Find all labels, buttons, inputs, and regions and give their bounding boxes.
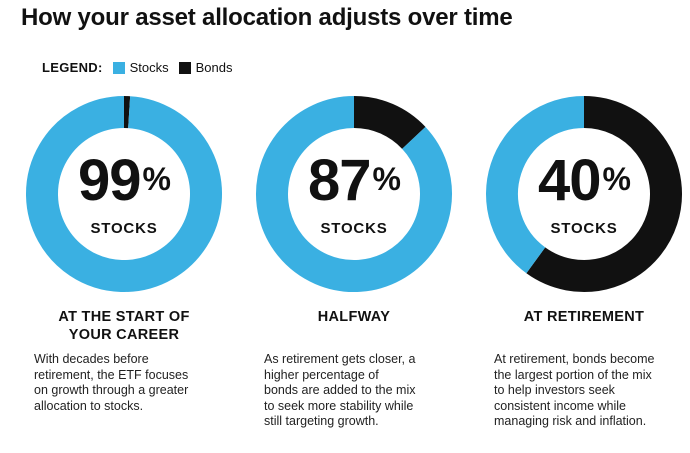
description-line: At retirement, bonds become	[494, 352, 655, 366]
panel-description: As retirement gets closer, a higher perc…	[264, 352, 460, 430]
percent-value: 87%	[254, 152, 454, 210]
panel-heading: AT THE START OF YOUR CAREER	[24, 308, 224, 344]
description-line: managing risk and inflation.	[494, 414, 647, 428]
description-line: allocation to stocks.	[34, 398, 144, 413]
legend-item-label: Bonds	[195, 60, 233, 75]
legend-swatch-stocks	[112, 61, 125, 74]
legend-swatch-bonds	[178, 61, 191, 74]
percent-number: 87	[308, 148, 372, 213]
legend: LEGEND: Stocks Bonds	[42, 60, 243, 75]
description-line: As retirement gets closer, a	[264, 352, 416, 366]
panel-description: At retirement, bonds become the largest …	[494, 352, 690, 430]
panel-heading: HALFWAY	[254, 308, 454, 326]
description-line: retirement, the ETF focuses	[34, 367, 189, 382]
percent-value: 99%	[24, 152, 224, 210]
description-line: on growth through a greater	[34, 383, 189, 397]
description-line: the largest portion of the mix	[494, 367, 652, 382]
stocks-label: STOCKS	[90, 220, 158, 237]
description-line: bonds are added to the mix	[264, 383, 416, 397]
stocks-label: STOCKS	[320, 220, 388, 237]
heading-line: YOUR CAREER	[68, 327, 180, 343]
chart-title: How your asset allocation adjusts over t…	[21, 4, 513, 31]
percent-value: 40%	[484, 152, 684, 210]
donut-slice-bonds	[353, 96, 426, 150]
description-line: still targeting growth.	[264, 414, 379, 428]
description-line: higher percentage of	[264, 367, 379, 382]
legend-item-label: Stocks	[129, 60, 169, 75]
description-line: to help investors seek	[494, 383, 615, 397]
percent-number: 40	[538, 148, 602, 213]
heading-line: HALFWAY	[317, 309, 391, 325]
heading-line: AT THE START OF	[58, 309, 190, 325]
description-line: With decades before	[34, 352, 149, 366]
percent-number: 99	[78, 148, 142, 213]
donut-slice-stocks	[26, 96, 222, 292]
description-line: to seek more stability while	[264, 398, 414, 413]
donut-chart	[256, 96, 452, 292]
donut-slice-stocks	[486, 96, 585, 274]
legend-label: LEGEND:	[42, 60, 103, 75]
percent-sign: %	[602, 161, 631, 197]
description-line: consistent income while	[494, 398, 627, 413]
stocks-label: STOCKS	[550, 220, 618, 237]
donut-chart	[486, 96, 682, 292]
donut-slice-stocks	[256, 96, 452, 292]
panel-description: With decades before retirement, the ETF …	[34, 352, 230, 414]
heading-line: AT RETIREMENT	[523, 309, 645, 325]
legend-item-stocks: Stocks	[112, 60, 169, 75]
percent-sign: %	[372, 161, 401, 197]
legend-item-bonds: Bonds	[178, 60, 233, 75]
percent-sign: %	[142, 161, 171, 197]
donut-slice-bonds	[526, 96, 682, 292]
panel-heading: AT RETIREMENT	[484, 308, 684, 326]
donut-chart	[26, 96, 222, 292]
